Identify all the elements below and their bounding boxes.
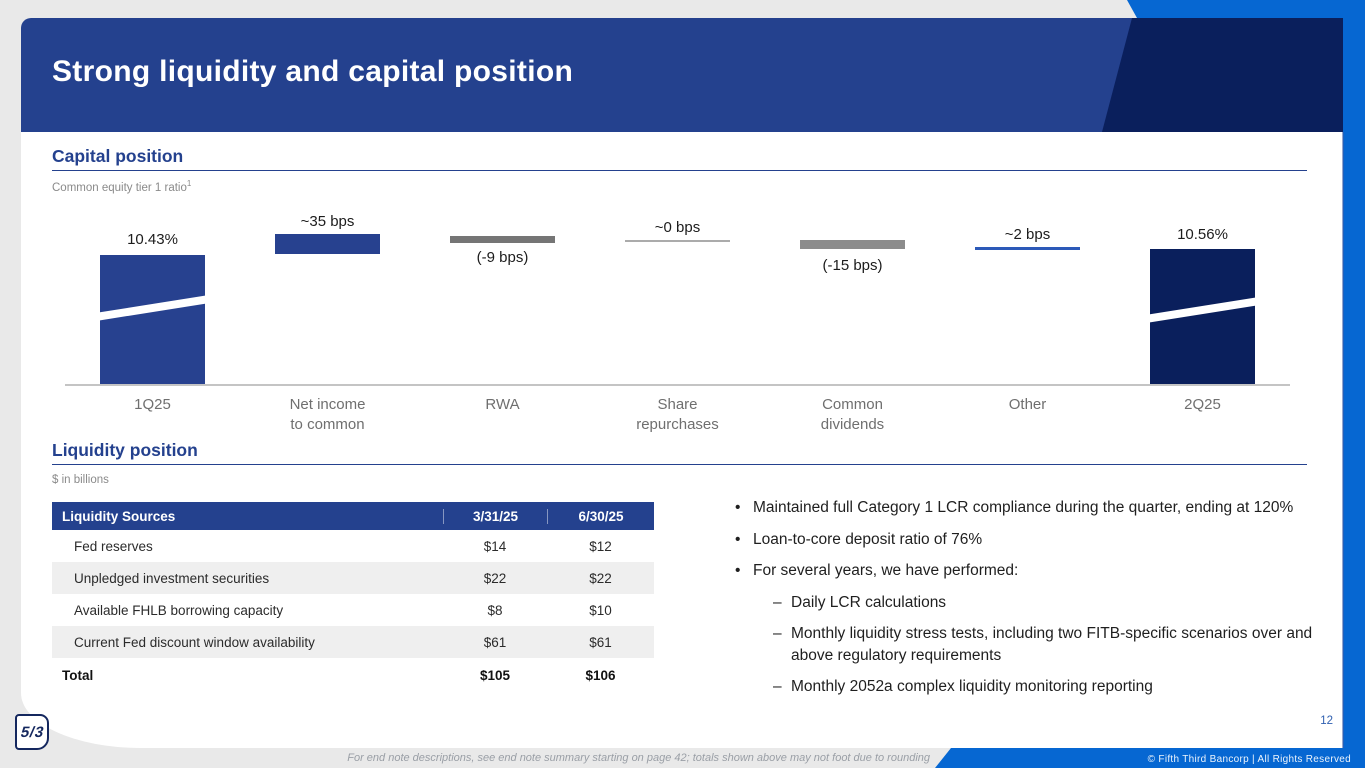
row-value: $22: [483, 570, 507, 586]
chart-column-common-dividends: (-15 bps) Common dividends: [765, 205, 940, 433]
page-number: 12: [1320, 715, 1333, 727]
category-label: Share repurchases: [636, 396, 719, 433]
chart-column-share-repurchases: ~0 bps Share repurchases: [590, 205, 765, 433]
liquidity-sources-table: Liquidity Sources 3/31/25 6/30/25 Fed re…: [52, 502, 654, 692]
page-title: Strong liquidity and capital position: [52, 55, 574, 88]
capital-subtitle-footnote-marker: 1: [186, 179, 192, 188]
total-value: $106: [585, 667, 616, 683]
category-label: 1Q25: [134, 396, 171, 413]
accent-band-edge: [1342, 132, 1344, 748]
bar-net-income: [275, 234, 380, 254]
row-value: $14: [483, 538, 507, 554]
bar-share-repurchases: [625, 240, 730, 242]
chart-column-net-income: ~35 bps Net income to common: [240, 205, 415, 433]
bullet-item: Maintained full Category 1 LCR complianc…: [735, 497, 1313, 519]
value-label: ~2 bps: [1004, 226, 1051, 243]
capital-heading-rule: [52, 170, 1307, 171]
sub-bullet-text: Monthly liquidity stress tests, includin…: [791, 625, 1313, 664]
row-value: $61: [483, 634, 507, 650]
sub-bullet-item: Monthly liquidity stress tests, includin…: [773, 623, 1313, 666]
row-label: Available FHLB borrowing capacity: [74, 602, 284, 618]
table-row: Fed reserves $14 $12: [52, 530, 654, 562]
row-value: $61: [589, 634, 612, 650]
category-label: Other: [1008, 396, 1047, 413]
category-label: Net income to common: [289, 396, 366, 433]
sub-bullet-text: Monthly 2052a complex liquidity monitori…: [791, 678, 1153, 695]
axis-break-slash: [1150, 296, 1255, 324]
end-note-footnote: For end note descriptions, see end note …: [347, 752, 930, 764]
capital-section-subtitle: Common equity tier 1 ratio1: [52, 179, 191, 194]
total-label: Total: [62, 667, 94, 683]
bar-1q25: [100, 255, 205, 384]
liquidity-heading-rule: [52, 464, 1307, 465]
table-row: Current Fed discount window availability…: [52, 626, 654, 658]
table-row: Unpledged investment securities $22 $22: [52, 562, 654, 594]
table-header-liquidity-sources: Liquidity Sources: [62, 508, 176, 524]
liquidity-section-heading: Liquidity position: [52, 440, 198, 460]
chart-column-2q25: 10.56% 2Q25: [1115, 205, 1290, 413]
table-header-row: Liquidity Sources 3/31/25 6/30/25: [52, 502, 654, 530]
bullet-text: Loan-to-core deposit ratio of 76%: [753, 530, 983, 548]
footer-copyright-bar: © Fifth Third Bancorp | All Rights Reser…: [935, 748, 1365, 768]
row-value: $10: [589, 602, 612, 618]
copyright-text: © Fifth Third Bancorp | All Rights Reser…: [1147, 754, 1351, 765]
row-value: $22: [589, 570, 612, 586]
chart-column-1q25: 10.43% 1Q25: [65, 205, 240, 413]
bullet-item: Loan-to-core deposit ratio of 76%: [735, 529, 1313, 551]
liquidity-bullet-list: Maintained full Category 1 LCR complianc…: [735, 497, 1313, 708]
banner-accent-shape: [1102, 18, 1343, 132]
chart-column-rwa: (-9 bps) RWA: [415, 205, 590, 413]
table-total-row: Total $105 $106: [52, 658, 654, 692]
row-label: Fed reserves: [74, 538, 153, 554]
bar-common-dividends: [800, 240, 905, 249]
bar-other: [975, 247, 1080, 250]
row-value: $12: [589, 538, 612, 554]
value-label: 10.56%: [1177, 226, 1228, 243]
value-label: (-15 bps): [822, 257, 883, 274]
capital-section-heading: Capital position: [52, 146, 184, 166]
liquidity-section-subtitle: $ in billions: [52, 474, 109, 486]
value-label: ~0 bps: [654, 219, 701, 236]
sub-bullet-text: Daily LCR calculations: [791, 593, 947, 611]
bullet-text: For several years, we have performed:: [753, 562, 1019, 579]
fifth-third-logo: 5/3: [15, 714, 49, 750]
category-label: 2Q25: [1184, 396, 1221, 413]
row-value: $8: [487, 602, 503, 618]
category-label: RWA: [485, 396, 520, 413]
axis-break-slash: [100, 294, 205, 322]
bullet-item: For several years, we have performed:: [735, 560, 1313, 582]
value-label: 10.43%: [127, 231, 178, 248]
bar-2q25: [1150, 249, 1255, 384]
row-label: Current Fed discount window availability: [74, 634, 315, 650]
row-label: Unpledged investment securities: [74, 570, 270, 586]
value-label: ~35 bps: [300, 213, 355, 230]
capital-subtitle-text: Common equity tier 1 ratio: [52, 181, 187, 194]
bullet-text: Maintained full Category 1 LCR complianc…: [753, 499, 1294, 516]
sub-bullet-item: Monthly 2052a complex liquidity monitori…: [773, 676, 1313, 698]
table-row: Available FHLB borrowing capacity $8 $10: [52, 594, 654, 626]
chart-column-other: ~2 bps Other: [940, 205, 1115, 413]
table-header-date-2: 6/30/25: [547, 508, 654, 524]
cet1-waterfall-chart: 10.43% 1Q25 ~35 bps Net income to common…: [65, 205, 1290, 433]
value-label: (-9 bps): [476, 249, 529, 266]
title-banner: Strong liquidity and capital position: [21, 18, 1343, 132]
category-label: Common dividends: [820, 396, 885, 433]
sub-bullet-item: Daily LCR calculations: [773, 592, 1313, 614]
total-value: $105: [479, 667, 511, 683]
table-header-date-1: 3/31/25: [443, 508, 547, 524]
bar-rwa: [450, 236, 555, 243]
